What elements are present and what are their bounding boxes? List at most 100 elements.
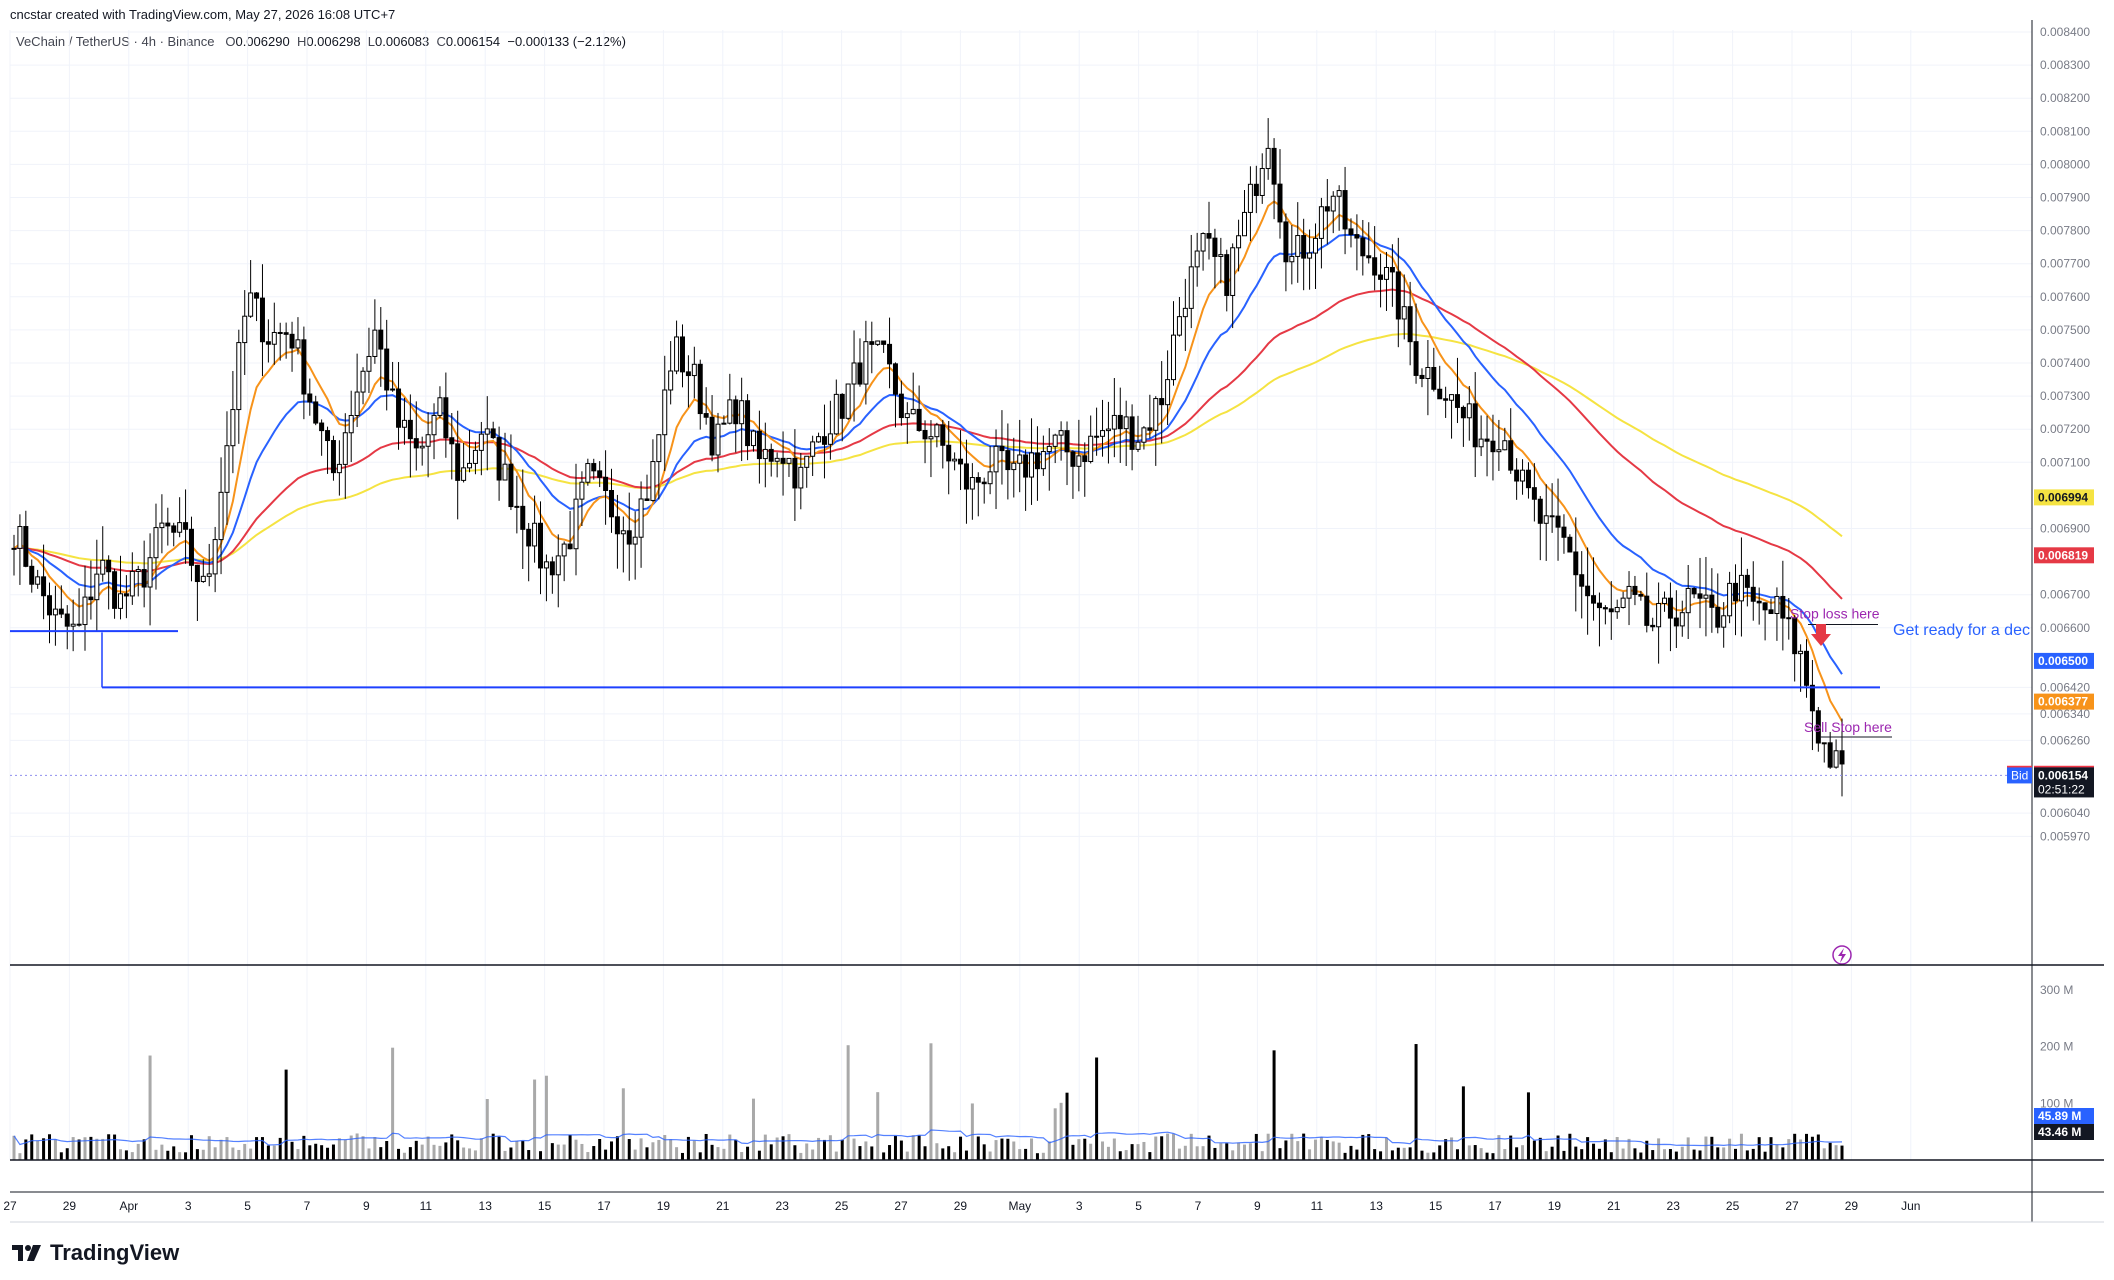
candle-body bbox=[685, 371, 691, 377]
volume-bar bbox=[1805, 1133, 1809, 1160]
volume-bar bbox=[367, 1148, 371, 1160]
symbol-title[interactable]: VeChain / TetherUS · 4h · Binance bbox=[16, 34, 215, 49]
volume-bar bbox=[118, 1149, 122, 1160]
volume-bar bbox=[1722, 1147, 1726, 1160]
ema-long-path bbox=[13, 332, 1843, 565]
candle-body bbox=[1100, 430, 1106, 437]
candle-body bbox=[1555, 515, 1561, 528]
candle-body bbox=[76, 623, 82, 626]
volume-bar bbox=[1266, 1133, 1270, 1160]
forecast-note: Get ready for a dec bbox=[1893, 622, 2030, 639]
candle-body bbox=[1549, 515, 1555, 518]
candle-body bbox=[1218, 254, 1224, 257]
candle-body bbox=[768, 448, 774, 462]
volume-bar bbox=[1177, 1148, 1181, 1160]
candle-body bbox=[1277, 183, 1283, 223]
volume-bar bbox=[219, 1139, 223, 1160]
volume-bar bbox=[976, 1136, 980, 1160]
candle-body bbox=[857, 362, 863, 385]
candle-body bbox=[934, 424, 940, 438]
candle-body bbox=[1673, 617, 1679, 627]
candle-body bbox=[662, 389, 668, 436]
candle-body bbox=[1171, 334, 1177, 381]
open-label: O bbox=[225, 34, 236, 49]
candle-body bbox=[1620, 597, 1626, 608]
candle-body bbox=[82, 596, 88, 626]
time-tick-label: 27 bbox=[1785, 1199, 1799, 1213]
price-tick-label: 0.008400 bbox=[2040, 25, 2090, 39]
candle-body bbox=[561, 543, 567, 557]
candle-body bbox=[1318, 206, 1324, 239]
volume-bar bbox=[142, 1139, 146, 1160]
candle-body bbox=[520, 505, 526, 530]
candle-body bbox=[632, 536, 638, 545]
volume-bar bbox=[964, 1150, 968, 1160]
candle-body bbox=[1129, 416, 1135, 450]
candles bbox=[11, 118, 1845, 797]
candle-body bbox=[940, 424, 946, 446]
candle-body bbox=[1153, 398, 1159, 431]
tradingview-brand[interactable]: TradingView bbox=[12, 1240, 179, 1266]
volume-bar bbox=[1331, 1141, 1335, 1160]
candle-body bbox=[283, 332, 289, 335]
volume-bar bbox=[846, 1045, 850, 1160]
time-tick-label: 13 bbox=[479, 1199, 493, 1213]
volume-bar bbox=[1071, 1144, 1075, 1160]
volume-bar bbox=[935, 1143, 939, 1160]
candle-body bbox=[1064, 430, 1070, 453]
volume-bar bbox=[1734, 1148, 1738, 1160]
volume-bar bbox=[686, 1136, 690, 1160]
volume-bar bbox=[1485, 1152, 1489, 1160]
price-tick-label: 0.006700 bbox=[2040, 588, 2090, 602]
candle-body bbox=[916, 408, 922, 431]
candle-body bbox=[1490, 440, 1496, 453]
volume-bar bbox=[397, 1148, 401, 1160]
volume-bar bbox=[651, 1142, 655, 1160]
ema-mid-line bbox=[13, 233, 1843, 675]
volume-tick-label: 200 M bbox=[2040, 1040, 2073, 1054]
time-tick-label: 21 bbox=[716, 1199, 730, 1213]
candle-body bbox=[46, 595, 52, 616]
candle-body bbox=[1046, 445, 1052, 453]
volume-bar bbox=[1302, 1133, 1306, 1160]
candle-body bbox=[750, 430, 756, 447]
volume-bar bbox=[982, 1144, 986, 1160]
candle-body bbox=[1508, 440, 1514, 471]
time-tick-label: 25 bbox=[1726, 1199, 1740, 1213]
candle-body bbox=[200, 575, 206, 583]
time-tick-label: May bbox=[1008, 1199, 1031, 1213]
candle-body bbox=[1407, 306, 1413, 343]
volume-bar bbox=[1728, 1138, 1732, 1160]
volume-bar bbox=[290, 1141, 294, 1160]
volume-bar bbox=[468, 1148, 472, 1160]
volume-bar bbox=[1101, 1141, 1105, 1160]
candle-body bbox=[106, 559, 112, 573]
volume-bar bbox=[610, 1141, 614, 1160]
candle-body bbox=[1608, 608, 1614, 613]
candle-body bbox=[555, 555, 561, 576]
candle-body bbox=[1768, 609, 1774, 615]
volume-bar bbox=[1260, 1151, 1264, 1160]
candle-body bbox=[668, 370, 674, 391]
volume-bar bbox=[1379, 1151, 1383, 1160]
volume-bar bbox=[1597, 1148, 1601, 1160]
volume-bar bbox=[923, 1146, 927, 1160]
volume-bar bbox=[1603, 1139, 1607, 1160]
time-tick-label: 15 bbox=[538, 1199, 552, 1213]
volume-bar bbox=[899, 1140, 903, 1160]
candle-body bbox=[904, 413, 910, 419]
volume-bar bbox=[675, 1147, 679, 1160]
candle-body bbox=[206, 573, 212, 577]
candle-body bbox=[833, 393, 839, 435]
price-chart[interactable]: Stop loss here Sell Stop here Get ready fo… bbox=[0, 0, 2114, 1230]
volume-bar bbox=[1183, 1145, 1187, 1160]
candle-body bbox=[1005, 450, 1011, 471]
volume-bar bbox=[669, 1139, 673, 1160]
volume-bar bbox=[77, 1139, 81, 1160]
volume-bar bbox=[840, 1139, 844, 1160]
candle-body bbox=[1703, 594, 1709, 599]
volume-bar bbox=[970, 1103, 974, 1160]
volume-bar bbox=[266, 1145, 270, 1160]
candle-body bbox=[1815, 710, 1821, 744]
